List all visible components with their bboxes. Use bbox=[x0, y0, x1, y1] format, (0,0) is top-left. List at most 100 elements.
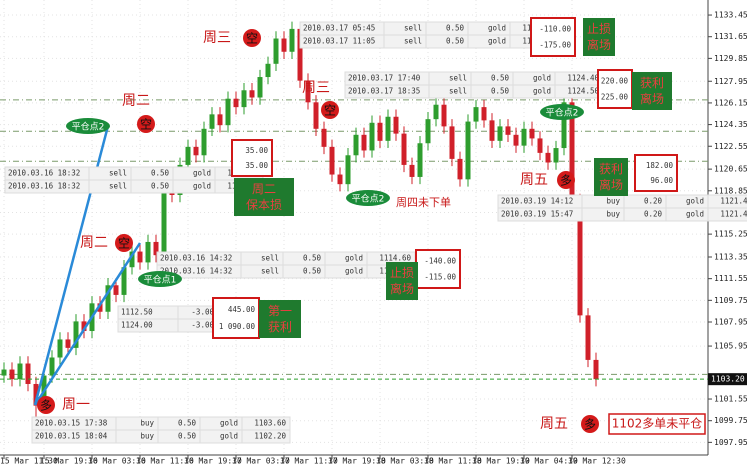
price-label: 1103.20 bbox=[711, 375, 745, 384]
candle-body bbox=[153, 241, 159, 256]
candle-body bbox=[81, 321, 87, 332]
table-text: buy bbox=[140, 432, 154, 441]
table-text: 0.50 bbox=[178, 432, 197, 441]
candle-body bbox=[505, 126, 511, 135]
candle-body bbox=[65, 339, 71, 348]
comment-text: 周二 bbox=[252, 182, 276, 196]
pnl-text: 35.00 bbox=[245, 161, 268, 170]
candle-body bbox=[337, 174, 343, 185]
y-tick-label: 1133.45 bbox=[714, 11, 747, 20]
table-text: gold bbox=[220, 432, 238, 441]
y-tick-label: 1118.85 bbox=[714, 186, 747, 195]
side-text: 多 bbox=[40, 399, 52, 413]
table-text: 1103.60 bbox=[254, 419, 286, 428]
table-text: gold bbox=[488, 24, 506, 33]
pnl-box bbox=[530, 17, 576, 57]
candle-body bbox=[497, 126, 503, 141]
candle-body bbox=[377, 122, 383, 141]
pnl-text: 35.00 bbox=[245, 146, 268, 155]
candle-body bbox=[9, 369, 15, 380]
x-tick-label: 18 Mar 19:30 bbox=[472, 457, 530, 465]
table-text: 0.50 bbox=[491, 74, 510, 83]
y-tick-label: 1124.35 bbox=[714, 120, 747, 129]
table-text: 1102.20 bbox=[254, 432, 286, 441]
table-text: gold bbox=[686, 197, 704, 206]
side-badge bbox=[557, 171, 575, 189]
candle-body bbox=[361, 134, 367, 151]
table-text: -3.00 bbox=[191, 308, 214, 317]
table-text: 1121.40 bbox=[720, 210, 747, 219]
candle-body bbox=[209, 114, 215, 129]
y-tick-label: 1131.65 bbox=[714, 32, 747, 41]
table-text: sell bbox=[404, 37, 422, 46]
candle-body bbox=[225, 98, 231, 126]
day-label: 周二 bbox=[80, 235, 108, 251]
close-point-text: 平仓点2 bbox=[352, 193, 385, 205]
pnl-text: 220.00 bbox=[601, 76, 629, 85]
candle-body bbox=[545, 152, 551, 163]
table-text: sell bbox=[449, 74, 467, 83]
table-text: gold bbox=[533, 74, 551, 83]
comment-text: 离场 bbox=[599, 177, 623, 192]
table-text: 0.20 bbox=[644, 210, 663, 219]
table-text: 2010.03.15 18:04 bbox=[35, 432, 108, 441]
table-text: 2010.03.16 14:32 bbox=[160, 254, 232, 263]
comment-text: 止损 bbox=[390, 266, 414, 280]
candle-body bbox=[97, 303, 103, 312]
comment-text: 离场 bbox=[587, 37, 611, 52]
candle-body bbox=[17, 363, 23, 380]
side-badge bbox=[37, 396, 55, 414]
candle-body bbox=[185, 146, 191, 165]
comment-box bbox=[583, 18, 615, 56]
table-text: 2010.03.17 11:05 bbox=[303, 37, 375, 46]
side-badge bbox=[243, 29, 261, 47]
candle-body bbox=[441, 104, 447, 127]
side-badge bbox=[137, 115, 155, 133]
candle-body bbox=[313, 102, 319, 129]
comment-box bbox=[386, 262, 418, 300]
candle-body bbox=[401, 133, 407, 165]
note-box bbox=[608, 413, 706, 435]
table-cell bbox=[241, 429, 291, 444]
table-text: sell bbox=[109, 182, 127, 191]
comment-box bbox=[259, 300, 301, 338]
pnl-text: -115.00 bbox=[424, 272, 456, 281]
candle-body bbox=[489, 120, 495, 141]
candle-body bbox=[49, 357, 55, 376]
table-text: 1124.00 bbox=[121, 321, 153, 330]
candle-body bbox=[57, 339, 63, 358]
candle-body bbox=[257, 77, 263, 98]
table-text: 2010.03.16 18:32 bbox=[8, 169, 80, 178]
pnl-text: 1 090.00 bbox=[219, 322, 256, 331]
pnl-text: -140.00 bbox=[424, 256, 456, 265]
candle-body bbox=[297, 28, 303, 81]
pnl-text: 445.00 bbox=[228, 305, 256, 314]
y-tick-label: 1113.35 bbox=[714, 252, 747, 261]
side-text: 空 bbox=[324, 104, 336, 118]
candle-body bbox=[273, 38, 279, 64]
comment-box bbox=[594, 158, 628, 196]
candle-body bbox=[241, 90, 247, 108]
candle-body bbox=[577, 201, 583, 316]
table-text: gold bbox=[345, 254, 363, 263]
pnl-box bbox=[231, 139, 273, 177]
candle-body bbox=[161, 181, 167, 256]
candle-body bbox=[417, 143, 423, 177]
table-text: gold bbox=[345, 267, 363, 276]
x-tick-label: 18 Mar 11:30 bbox=[424, 457, 482, 465]
table-text: 1124.40 bbox=[567, 74, 599, 83]
x-tick-label: 17 Mar 03:30 bbox=[232, 457, 290, 465]
table-text: 0.20 bbox=[644, 197, 663, 206]
side-badge bbox=[581, 415, 599, 433]
close-point-text: 平仓点2 bbox=[72, 121, 105, 133]
table-text: 0.50 bbox=[151, 169, 170, 178]
x-tick-label: 15 Mar 19:30 bbox=[40, 457, 98, 465]
candle-body bbox=[345, 155, 351, 185]
pnl-box bbox=[212, 297, 260, 339]
table-text: gold bbox=[193, 182, 211, 191]
candle-body bbox=[449, 126, 455, 159]
candle-body bbox=[249, 90, 255, 98]
table-text: -3.00 bbox=[191, 321, 214, 330]
candle-body bbox=[137, 251, 143, 263]
side-text: 空 bbox=[246, 32, 258, 46]
